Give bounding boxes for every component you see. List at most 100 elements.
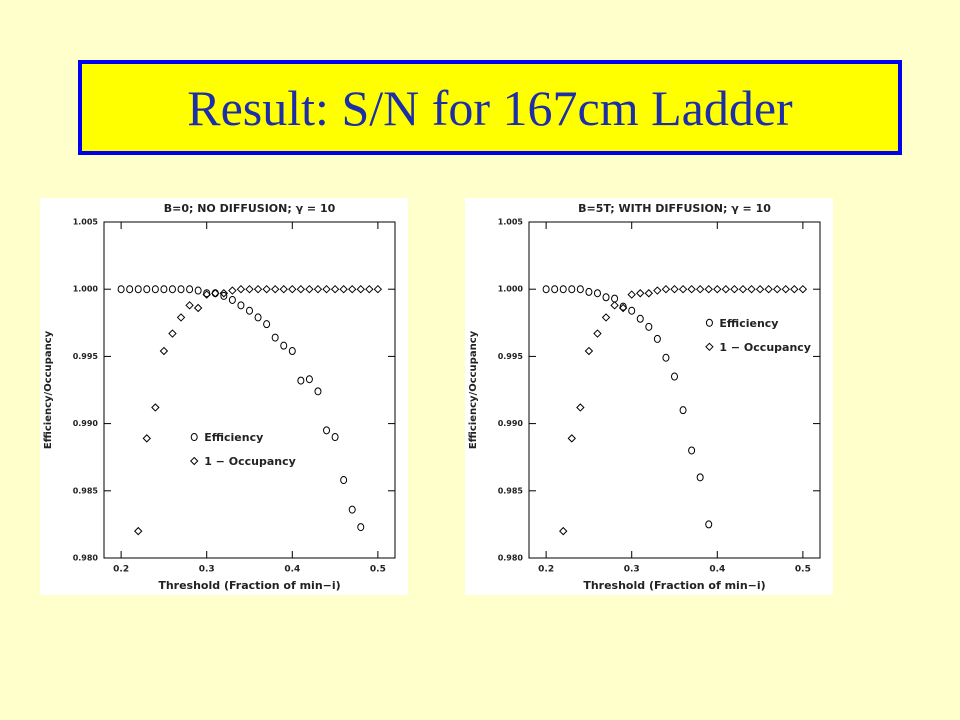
diamond-marker bbox=[653, 286, 662, 295]
diamond-marker bbox=[185, 301, 194, 310]
y-axis-label: Efficiency/Occupancy bbox=[43, 330, 54, 449]
diamond-marker bbox=[678, 284, 688, 294]
circle-marker bbox=[653, 334, 661, 343]
circle-marker bbox=[186, 285, 194, 294]
circle-marker bbox=[280, 341, 288, 350]
diamond-marker bbox=[211, 289, 220, 298]
x-tick-label: 0.3 bbox=[199, 565, 215, 575]
diamond-marker bbox=[356, 284, 365, 294]
circle-marker bbox=[220, 291, 228, 300]
diamond-marker bbox=[365, 284, 374, 294]
x-tick-label: 0.4 bbox=[284, 565, 300, 575]
diamond-marker bbox=[644, 289, 654, 298]
circle-marker bbox=[297, 376, 305, 385]
slide-title: Result: S/N for 167cm Ladder bbox=[187, 79, 793, 136]
circle-marker bbox=[628, 306, 636, 315]
y-tick-label: 0.980 bbox=[498, 554, 524, 563]
circle-marker bbox=[314, 387, 322, 396]
diamond-marker bbox=[373, 284, 383, 294]
x-tick-label: 0.2 bbox=[538, 565, 554, 575]
diamond-marker bbox=[738, 284, 748, 294]
diamond-marker bbox=[670, 284, 679, 294]
legend-label: Efficiency bbox=[204, 431, 263, 444]
plot-frame bbox=[528, 221, 821, 559]
y-tick-label: 0.980 bbox=[73, 554, 99, 563]
x-tick-label: 0.5 bbox=[795, 565, 811, 575]
x-tick-label: 0.5 bbox=[370, 565, 386, 575]
circle-marker bbox=[568, 285, 576, 294]
plot-frame bbox=[103, 221, 396, 559]
diamond-marker bbox=[576, 403, 585, 412]
diamond-marker bbox=[305, 284, 314, 294]
diamond-marker bbox=[764, 284, 773, 294]
diamond-marker bbox=[790, 284, 799, 294]
diamond-marker bbox=[567, 434, 577, 443]
circle-marker bbox=[551, 285, 559, 294]
circle-marker bbox=[357, 523, 365, 532]
diamond-marker bbox=[262, 284, 271, 294]
diamond-marker bbox=[245, 284, 254, 294]
diamond-marker bbox=[687, 284, 696, 294]
diamond-marker bbox=[176, 313, 186, 322]
circle-marker bbox=[168, 285, 176, 294]
circle-marker bbox=[263, 320, 271, 329]
chart: B=0; NO DIFFUSION; γ = 10 Threshold (Frac… bbox=[40, 198, 408, 595]
circle-marker bbox=[585, 287, 593, 296]
y-tick-label: 1.005 bbox=[73, 218, 99, 227]
y-tick-label: 1.000 bbox=[73, 285, 99, 294]
y-tick-label: 1.000 bbox=[498, 285, 524, 294]
diamond-marker bbox=[772, 284, 782, 294]
circle-marker bbox=[331, 433, 339, 442]
circle-marker bbox=[542, 285, 550, 294]
diamond-marker bbox=[270, 284, 280, 294]
diamond-marker bbox=[610, 301, 619, 310]
legend-marker bbox=[190, 433, 198, 442]
circle-marker bbox=[177, 285, 185, 294]
chart-background bbox=[465, 198, 833, 595]
circle-marker bbox=[151, 285, 159, 294]
diamond-marker bbox=[798, 284, 808, 294]
diamond-marker bbox=[219, 289, 229, 298]
circle-marker bbox=[288, 347, 296, 356]
circle-marker bbox=[143, 285, 151, 294]
diamond-marker bbox=[347, 284, 357, 294]
circle-marker bbox=[619, 302, 627, 311]
legend-label: 1 − Occupancy bbox=[204, 455, 296, 468]
y-tick-label: 1.005 bbox=[498, 218, 524, 227]
circle-marker bbox=[246, 306, 253, 315]
title-box: Result: S/N for 167cm Ladder bbox=[78, 60, 902, 155]
diamond-marker bbox=[636, 289, 645, 298]
circle-marker bbox=[559, 285, 567, 294]
diamond-marker bbox=[202, 290, 211, 299]
diamond-marker bbox=[559, 526, 568, 536]
circle-marker bbox=[237, 301, 245, 310]
diamond-marker bbox=[236, 284, 246, 294]
diamond-marker bbox=[755, 284, 765, 294]
diamond-marker bbox=[704, 284, 713, 294]
circle-marker bbox=[645, 322, 653, 331]
chart-title: B=5T; WITH DIFFUSION; γ = 10 bbox=[578, 202, 771, 215]
legend-label: Efficiency bbox=[719, 317, 778, 330]
circle-marker bbox=[636, 314, 644, 323]
circle-marker bbox=[126, 285, 134, 294]
circle-marker bbox=[271, 333, 279, 342]
diamond-marker bbox=[730, 284, 739, 294]
diamond-marker bbox=[142, 434, 152, 443]
diamond-marker bbox=[747, 284, 756, 294]
circle-marker bbox=[671, 372, 678, 381]
y-tick-label: 0.990 bbox=[498, 419, 524, 428]
x-tick-label: 0.4 bbox=[709, 565, 725, 575]
diamond-marker bbox=[627, 290, 636, 299]
y-axis-label: Efficiency/Occupancy bbox=[468, 330, 479, 449]
circle-marker bbox=[305, 375, 313, 384]
circle-marker bbox=[254, 313, 262, 322]
diamond-marker bbox=[159, 346, 169, 356]
circle-marker bbox=[348, 505, 356, 514]
diamond-marker bbox=[330, 284, 340, 294]
legend-marker bbox=[705, 342, 714, 352]
diamond-marker bbox=[288, 284, 297, 294]
diamond-marker bbox=[601, 313, 611, 322]
diamond-marker bbox=[313, 284, 323, 294]
diamond-marker bbox=[296, 284, 306, 294]
